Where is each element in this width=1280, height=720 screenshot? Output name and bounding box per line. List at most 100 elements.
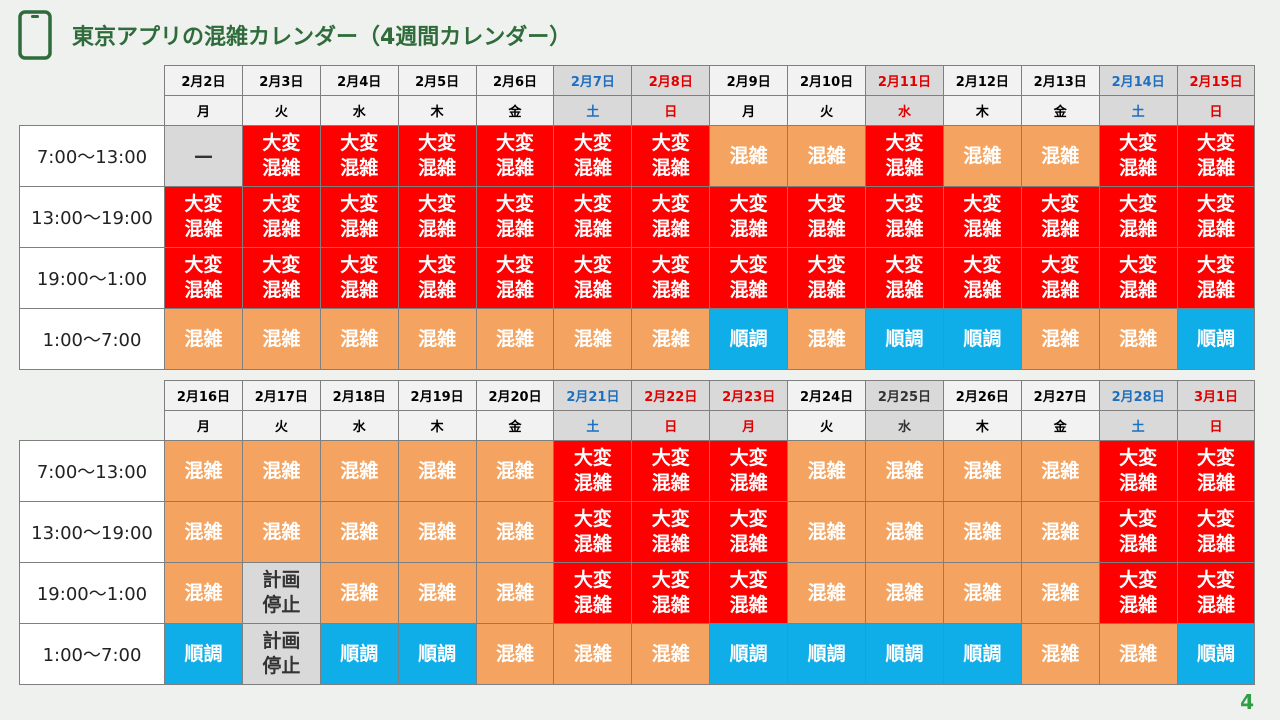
status-cell-smooth: 順調 <box>397 623 477 685</box>
date-cell: 2月23日 <box>709 380 789 411</box>
status-cell-smooth: 順調 <box>709 308 789 370</box>
status-cell-very: 大変 混雑 <box>553 247 633 309</box>
status-cell-very: 大変 混雑 <box>1020 247 1100 309</box>
status-cell-very: 大変 混雑 <box>631 125 711 187</box>
status-cell-very: 大変 混雑 <box>709 247 789 309</box>
date-cell: 2月20日 <box>475 380 555 411</box>
status-cell-busy: 混雑 <box>942 562 1022 624</box>
weekday-cell: 木 <box>397 410 477 441</box>
date-cell: 2月15日 <box>1176 65 1256 96</box>
smartphone-icon <box>18 10 52 60</box>
status-cell-busy: 混雑 <box>1020 501 1100 563</box>
status-cell-very: 大変 混雑 <box>319 247 399 309</box>
status-cell-very: 大変 混雑 <box>865 247 944 309</box>
status-cell-smooth: 順調 <box>865 308 944 370</box>
status-cell-busy: 混雑 <box>475 623 555 685</box>
date-cell: 2月4日 <box>319 65 399 96</box>
status-cell-very: 大変 混雑 <box>553 562 633 624</box>
status-cell-very: 大変 混雑 <box>241 247 321 309</box>
weekday-cell: 土 <box>553 410 633 441</box>
weekday-cell: 日 <box>1176 410 1256 441</box>
weekday-cell: 木 <box>942 95 1022 126</box>
time-slot-row: 1:00〜7:00 順調 計画 停止 順調 順調 混雑 混雑 混雑 順調 順調 順調 順調 混雑 混雑 順調 <box>19 623 1256 685</box>
status-cell-busy: 混雑 <box>1098 623 1178 685</box>
date-cell: 2月16日 <box>164 380 243 411</box>
weekday-cell: 火 <box>787 410 867 441</box>
status-cell-busy: 混雑 <box>553 623 633 685</box>
status-cell-very: 大変 混雑 <box>1176 247 1256 309</box>
weekday-cell: 水 <box>865 410 944 441</box>
status-cell-very: 大変 混雑 <box>942 186 1022 248</box>
status-cell-very: 大変 混雑 <box>241 125 321 187</box>
weekday-header-row: 月火水木金土日月火水木金土日 <box>20 95 1256 126</box>
status-cell-very: 大変 混雑 <box>865 186 944 248</box>
weekday-cell: 日 <box>631 410 711 441</box>
header-spacer <box>20 96 165 126</box>
weekday-cell: 土 <box>553 95 633 126</box>
date-cell: 2月28日 <box>1098 380 1178 411</box>
status-cell-smooth: 順調 <box>787 623 867 685</box>
time-slot-label: 1:00〜7:00 <box>19 623 165 685</box>
status-cell-busy: 混雑 <box>319 440 399 502</box>
time-slot-label: 1:00〜7:00 <box>19 308 165 370</box>
time-slot-label: 13:00〜19:00 <box>19 186 165 248</box>
status-cell-none: — <box>164 125 243 187</box>
page-number: 4 <box>1240 690 1254 714</box>
status-cell-busy: 混雑 <box>787 501 867 563</box>
status-cell-very: 大変 混雑 <box>475 186 555 248</box>
status-cell-busy: 混雑 <box>164 308 243 370</box>
date-header-row: 2月16日 2月17日 2月18日 2月19日 2月20日 2月21日 2月22日 2月23日… <box>20 380 1256 411</box>
status-cell-smooth: 順調 <box>942 308 1022 370</box>
date-cell: 2月19日 <box>397 380 477 411</box>
status-cell-very: 大変 混雑 <box>164 247 243 309</box>
date-cell: 2月21日 <box>553 380 633 411</box>
status-cell-stop: 計画 停止 <box>241 623 321 685</box>
status-cell-busy: 混雑 <box>475 308 555 370</box>
status-cell-very: 大変 混雑 <box>631 562 711 624</box>
date-header-row: 2月2日 2月3日 2月4日 2月5日 2月6日 2月7日 2月8日 2月9日 2月10日 2月1… <box>20 65 1256 96</box>
status-cell-smooth: 順調 <box>865 623 944 685</box>
status-cell-busy: 混雑 <box>1020 125 1100 187</box>
date-cell: 2月2日 <box>164 65 243 96</box>
status-cell-very: 大変 混雑 <box>709 562 789 624</box>
date-cell: 2月10日 <box>787 65 867 96</box>
status-cell-smooth: 順調 <box>319 623 399 685</box>
weekday-cell: 木 <box>397 95 477 126</box>
date-cell: 2月25日 <box>865 380 944 411</box>
time-slot-row: 19:00〜1:00 混雑 計画 停止 混雑 混雑 混雑 大変 混雑 大変 混雑 大変 混雑 混雑 混雑 混雑… <box>19 562 1256 624</box>
status-cell-busy: 混雑 <box>319 308 399 370</box>
status-cell-very: 大変 混雑 <box>397 247 477 309</box>
date-cell: 2月27日 <box>1020 380 1100 411</box>
status-cell-very: 大変 混雑 <box>241 186 321 248</box>
header-spacer <box>20 66 165 96</box>
status-cell-very: 大変 混雑 <box>631 440 711 502</box>
status-cell-busy: 混雑 <box>1020 562 1100 624</box>
status-cell-busy: 混雑 <box>1020 623 1100 685</box>
status-cell-busy: 混雑 <box>942 501 1022 563</box>
weekday-cell: 日 <box>1176 95 1256 126</box>
date-cell: 2月18日 <box>319 380 399 411</box>
status-cell-smooth: 順調 <box>164 623 243 685</box>
header-spacer <box>20 411 165 441</box>
header: 東京アプリの混雑カレンダー（4週間カレンダー） <box>18 10 571 60</box>
status-cell-very: 大変 混雑 <box>1176 186 1256 248</box>
weekday-cell: 月 <box>709 410 789 441</box>
date-cell: 2月26日 <box>942 380 1022 411</box>
status-cell-very: 大変 混雑 <box>553 501 633 563</box>
time-slot-label: 19:00〜1:00 <box>19 247 165 309</box>
status-cell-busy: 混雑 <box>865 501 944 563</box>
weekday-cell: 金 <box>1020 95 1100 126</box>
status-cell-very: 大変 混雑 <box>1098 247 1178 309</box>
calendar-week-2: 2月16日 2月17日 2月18日 2月19日 2月20日 2月21日 2月22日 2月23日… <box>19 380 1256 685</box>
status-cell-very: 大変 混雑 <box>1098 501 1178 563</box>
date-cell: 2月5日 <box>397 65 477 96</box>
time-slot-label: 19:00〜1:00 <box>19 562 165 624</box>
status-cell-very: 大変 混雑 <box>631 186 711 248</box>
time-slot-row: 1:00〜7:00 混雑 混雑 混雑 混雑 混雑 混雑 混雑 順調 混雑 順調 順調 混雑 混雑 順調 <box>19 308 1256 370</box>
status-cell-very: 大変 混雑 <box>1176 125 1256 187</box>
time-slot-row: 13:00〜19:00 混雑 混雑 混雑 混雑 混雑 大変 混雑 大変 混雑 大変 混雑 混雑 混雑 混雑混… <box>19 501 1256 563</box>
weekday-cell: 火 <box>241 410 321 441</box>
weekday-cell: 月 <box>164 410 243 441</box>
status-cell-very: 大変 混雑 <box>164 186 243 248</box>
status-cell-busy: 混雑 <box>787 562 867 624</box>
